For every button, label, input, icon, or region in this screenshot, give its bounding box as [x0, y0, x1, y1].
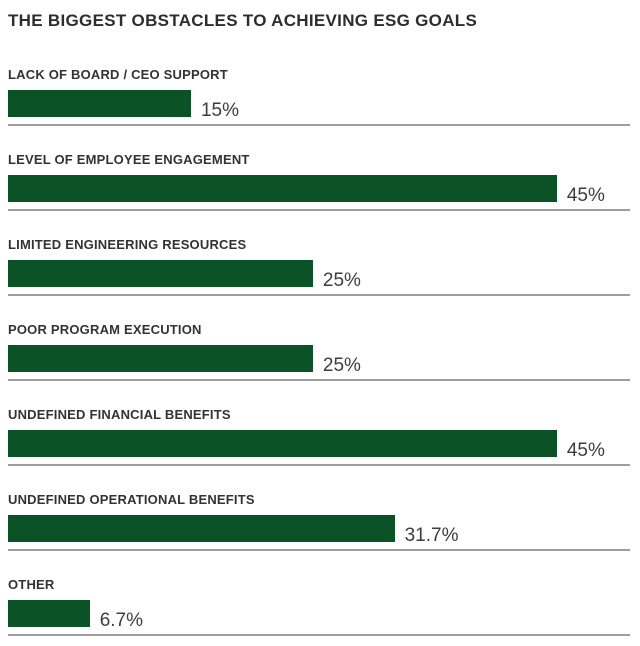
chart-title: THE BIGGEST OBSTACLES TO ACHIEVING ESG G…: [8, 11, 478, 30]
bar-value-label: 45%: [566, 440, 605, 461]
row-divider: [8, 549, 630, 551]
bar-value-label: 45%: [566, 185, 605, 206]
bar-value-label: 25%: [322, 355, 361, 376]
bar: [8, 430, 557, 457]
bar-row: LIMITED ENGINEERING RESOURCES 25%: [8, 238, 630, 296]
bar: [8, 345, 313, 372]
bar-track: 31.7%: [8, 515, 630, 546]
bar: [8, 90, 191, 117]
bar-label: OTHER: [8, 577, 55, 592]
bar-track: 45%: [8, 430, 630, 461]
row-divider: [8, 209, 630, 211]
bar: [8, 175, 557, 202]
bar-value-label: 6.7%: [99, 610, 144, 631]
row-divider: [8, 634, 630, 636]
bar: [8, 260, 313, 287]
bar-label: LIMITED ENGINEERING RESOURCES: [8, 237, 247, 252]
row-divider: [8, 379, 630, 381]
bar-row: UNDEFINED OPERATIONAL BENEFITS 31.7%: [8, 493, 630, 551]
bar-track: 45%: [8, 175, 630, 206]
bar-track: 6.7%: [8, 600, 630, 631]
bar-row: OTHER 6.7%: [8, 578, 630, 636]
bar-row: LACK OF BOARD / CEO SUPPORT 15%: [8, 68, 630, 126]
bar-row: UNDEFINED FINANCIAL BENEFITS 45%: [8, 408, 630, 466]
bar-row: LEVEL OF EMPLOYEE ENGAGEMENT 45%: [8, 153, 630, 211]
bar-label: LACK OF BOARD / CEO SUPPORT: [8, 67, 228, 82]
bar: [8, 600, 90, 627]
bar-track: 25%: [8, 345, 630, 376]
bar-label: UNDEFINED OPERATIONAL BENEFITS: [8, 492, 255, 507]
bar-track: 25%: [8, 260, 630, 291]
bar-value-label: 15%: [200, 100, 239, 121]
bar-label: UNDEFINED FINANCIAL BENEFITS: [8, 407, 231, 422]
row-divider: [8, 464, 630, 466]
bar-label: POOR PROGRAM EXECUTION: [8, 322, 202, 337]
bar-label: LEVEL OF EMPLOYEE ENGAGEMENT: [8, 152, 250, 167]
row-divider: [8, 124, 630, 126]
bar-track: 15%: [8, 90, 630, 121]
bar: [8, 515, 395, 542]
bar-value-label: 25%: [322, 270, 361, 291]
bar-value-label: 31.7%: [404, 525, 459, 546]
bar-row: POOR PROGRAM EXECUTION 25%: [8, 323, 630, 381]
row-divider: [8, 294, 630, 296]
